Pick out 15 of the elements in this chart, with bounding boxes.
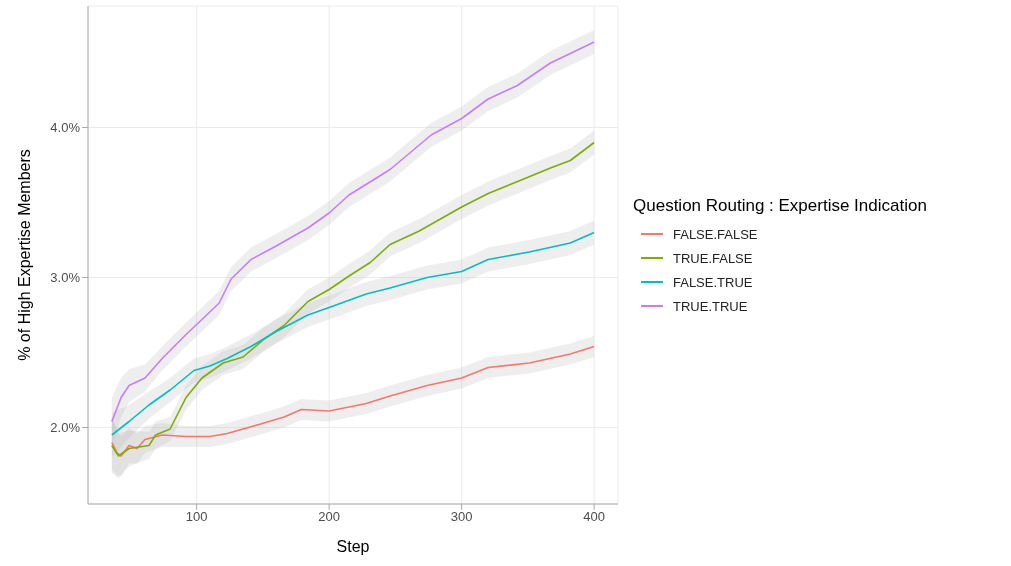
legend-title: Question Routing : Expertise Indication — [633, 196, 927, 216]
x-axis-title: Step — [336, 538, 370, 555]
legend-label: TRUE.FALSE — [673, 250, 753, 266]
legend-label: TRUE.TRUE — [673, 298, 748, 314]
y-tick-label: 2.0% — [50, 420, 81, 436]
y-axis-title: % of High Expertise Members — [15, 149, 33, 361]
legend-label: FALSE.TRUE — [673, 274, 753, 290]
y-tick-label: 3.0% — [50, 270, 81, 286]
x-tick-label: 200 — [318, 509, 340, 525]
y-tick-label: 4.0% — [50, 120, 81, 136]
line-series — [111, 345, 595, 457]
x-tick-label: 100 — [185, 509, 208, 525]
x-tick-label: 400 — [583, 509, 605, 525]
legend-label: FALSE.FALSE — [673, 226, 758, 242]
x-tick-label: 300 — [450, 509, 473, 525]
